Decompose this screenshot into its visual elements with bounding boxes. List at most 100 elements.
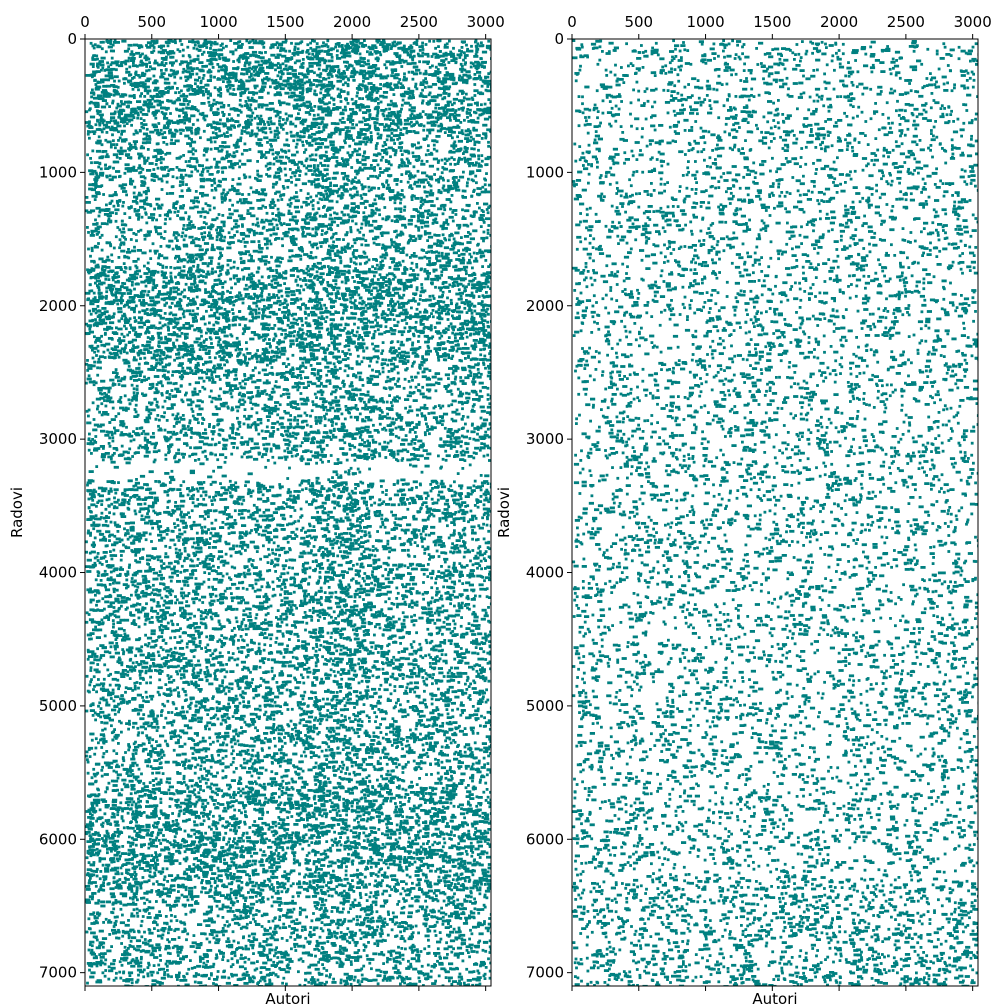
data-point [465, 44, 468, 47]
data-point [431, 487, 434, 490]
data-point [115, 937, 118, 940]
data-point [328, 511, 333, 514]
data-point [421, 545, 424, 548]
data-point [117, 139, 120, 142]
data-point [129, 842, 134, 845]
data-point [222, 521, 225, 524]
data-point [448, 61, 451, 64]
data-point [440, 595, 443, 598]
data-point [202, 348, 207, 351]
data-point [200, 494, 203, 497]
data-point [232, 904, 235, 907]
data-point [357, 294, 360, 297]
data-point [340, 777, 345, 780]
data-point [321, 450, 324, 453]
data-point [423, 573, 426, 576]
data-point [178, 936, 181, 939]
data-point [425, 534, 428, 537]
data-point [149, 470, 154, 473]
data-point [426, 232, 431, 235]
data-point [273, 752, 278, 755]
data-point [250, 903, 255, 906]
data-point [379, 423, 382, 426]
data-point [364, 334, 369, 337]
data-point [481, 766, 486, 769]
data-point [245, 341, 248, 344]
data-point [272, 552, 275, 555]
data-point [99, 930, 104, 933]
data-point [443, 558, 448, 561]
data-point [253, 627, 258, 630]
data-point [456, 539, 461, 542]
data-point [243, 423, 246, 426]
data-point [364, 239, 367, 242]
data-point [262, 493, 265, 496]
data-point [429, 369, 432, 372]
data-point [96, 636, 101, 639]
data-point [150, 365, 153, 368]
data-point [139, 717, 144, 720]
data-point [138, 781, 141, 784]
data-point [130, 522, 135, 525]
data-point [111, 57, 114, 60]
data-point [480, 406, 485, 409]
data-point [123, 212, 126, 215]
data-point [193, 655, 196, 658]
data-point [285, 782, 288, 785]
data-point [259, 942, 262, 945]
data-point [207, 802, 210, 805]
data-point [454, 340, 459, 343]
data-point [155, 845, 158, 848]
data-point [182, 129, 185, 132]
data-point [404, 715, 407, 718]
data-point [379, 915, 382, 918]
data-point [328, 200, 333, 203]
data-point [421, 89, 424, 92]
data-point [244, 899, 247, 902]
data-point [140, 111, 143, 114]
data-point [229, 199, 232, 202]
data-point [109, 684, 112, 687]
data-point [380, 518, 383, 521]
data-point [150, 213, 155, 216]
data-point [466, 887, 469, 890]
data-point [306, 816, 311, 819]
data-point [400, 173, 403, 176]
data-point [167, 382, 172, 385]
data-point [102, 937, 107, 940]
data-point [476, 134, 481, 137]
data-point [409, 431, 412, 434]
data-point [133, 438, 136, 441]
data-point [137, 974, 140, 977]
data-point [285, 64, 288, 67]
data-point [183, 665, 188, 668]
data-point [399, 636, 404, 639]
data-point [119, 238, 122, 241]
data-point [259, 705, 262, 708]
data-point [311, 684, 316, 687]
data-point [421, 160, 424, 163]
data-point [481, 516, 484, 519]
data-point [350, 260, 353, 263]
data-point [248, 415, 253, 418]
data-point [91, 89, 94, 92]
data-point [387, 913, 390, 916]
data-point [243, 572, 246, 575]
data-point [263, 136, 268, 139]
data-point [384, 456, 387, 459]
data-point [179, 40, 182, 43]
data-point [266, 141, 269, 144]
data-point [125, 579, 128, 582]
data-point [342, 109, 347, 112]
data-point [306, 43, 309, 46]
data-point [309, 567, 312, 570]
data-point [157, 271, 160, 274]
data-point [101, 775, 104, 778]
data-point [424, 225, 429, 228]
data-point [285, 365, 288, 368]
data-point [140, 956, 143, 959]
data-point [183, 584, 186, 587]
data-point [184, 235, 187, 238]
data-point [449, 931, 454, 934]
data-point [413, 667, 416, 670]
